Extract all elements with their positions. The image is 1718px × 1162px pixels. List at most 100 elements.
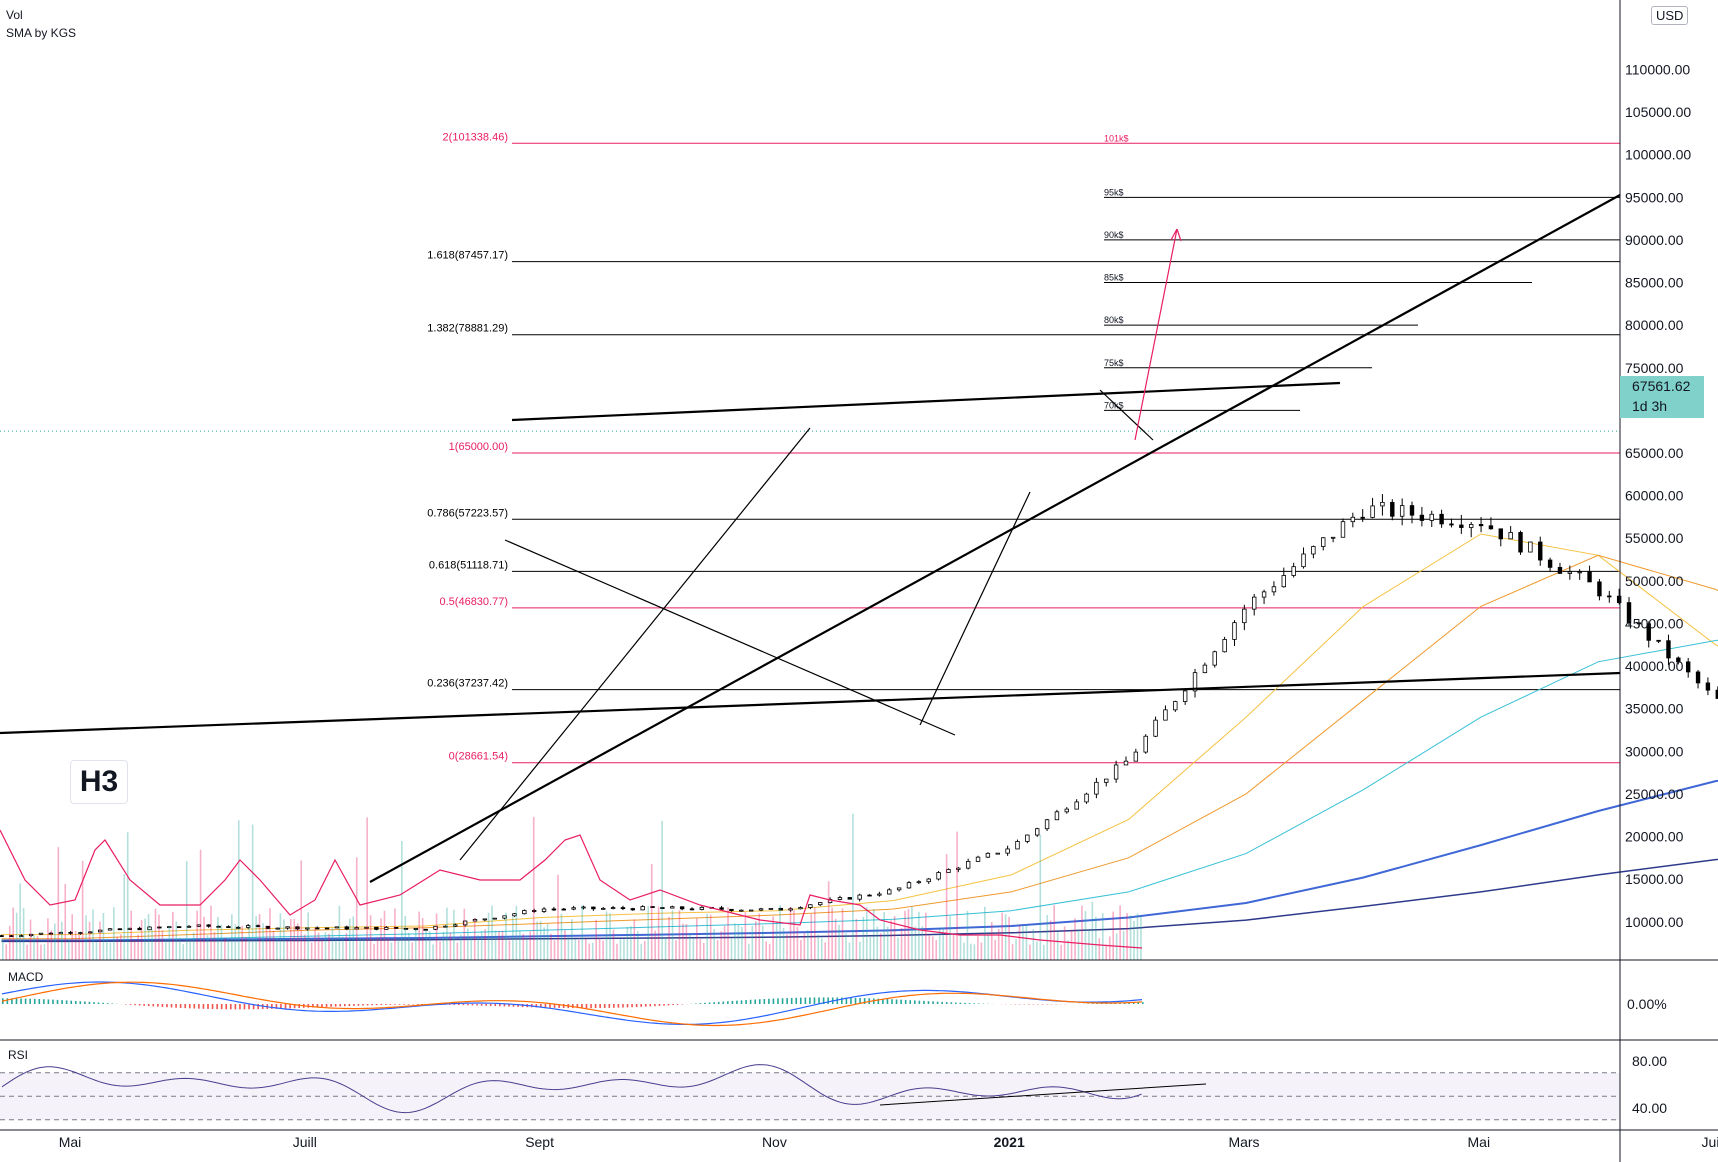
volume-bar xyxy=(22,907,25,960)
price-tick-label: 105000.00 xyxy=(1625,104,1691,120)
macd-histogram-bar xyxy=(161,1004,164,1007)
macd-histogram-bar xyxy=(599,1004,601,1009)
volume-bar xyxy=(5,944,8,960)
volume-bar xyxy=(29,919,32,960)
volume-bar xyxy=(852,813,854,960)
volume-bar xyxy=(331,927,334,960)
candle-body xyxy=(1301,553,1306,568)
candle-body xyxy=(147,926,152,931)
macd-histogram-bar xyxy=(225,1004,228,1010)
volume-bar xyxy=(428,931,431,960)
volume-bar xyxy=(1084,911,1087,960)
volume-bar xyxy=(487,912,490,960)
macd-histogram-bar xyxy=(658,1004,661,1006)
volume-bar xyxy=(997,929,1000,960)
macd-histogram-bar xyxy=(476,1004,478,1006)
candle-body xyxy=(48,932,54,935)
volume-bar xyxy=(369,915,372,960)
macd-histogram-bar xyxy=(97,1002,100,1004)
volume-bar xyxy=(595,919,597,960)
macd-histogram-bar xyxy=(809,997,811,1004)
volume-indicator-label: Vol xyxy=(6,8,23,22)
volume-bar xyxy=(414,927,417,960)
volume-bar xyxy=(1001,912,1003,960)
macd-histogram-bar xyxy=(106,1003,109,1004)
macd-histogram-bar xyxy=(289,1004,291,1009)
volume-bar xyxy=(512,916,514,960)
volume-bar xyxy=(283,919,285,960)
macd-histogram-bar xyxy=(138,1004,141,1006)
macd-histogram-bar xyxy=(508,1004,510,1007)
macd-histogram-bar xyxy=(640,1004,642,1007)
macd-histogram-bar xyxy=(385,1004,387,1005)
macd-histogram-bar xyxy=(216,1004,218,1010)
volume-bar xyxy=(449,932,452,960)
volume-bar xyxy=(359,937,362,960)
candle-body xyxy=(975,856,981,862)
candle-body xyxy=(167,926,172,929)
volume-bar xyxy=(1091,901,1094,960)
price-tick-label: 40000.00 xyxy=(1625,658,1684,674)
volume-bar xyxy=(1074,918,1076,960)
candle-body xyxy=(38,932,44,935)
macd-histogram-bar xyxy=(471,1004,474,1006)
volume-bar xyxy=(734,923,736,960)
volume-bar xyxy=(682,923,684,960)
time-tick-label: Mai xyxy=(1468,1134,1491,1150)
volume-bar xyxy=(1022,926,1024,960)
candle-body xyxy=(1222,639,1227,653)
macd-histogram-bar xyxy=(485,1004,487,1006)
candle-body xyxy=(818,902,823,906)
volume-bar xyxy=(668,917,670,960)
volume-bar xyxy=(1119,905,1121,960)
macd-histogram-bar xyxy=(398,1004,401,1005)
candle-body xyxy=(936,872,941,880)
fib-level-label: 0.618(51118.71) xyxy=(429,559,508,571)
candle-body xyxy=(433,925,438,930)
macd-histogram-bar xyxy=(763,999,766,1004)
macd-histogram-bar xyxy=(480,1004,483,1006)
volume-bar xyxy=(560,913,563,960)
volume-bar xyxy=(501,930,504,960)
candle-body xyxy=(1429,513,1434,521)
price-tick-label: 25000.00 xyxy=(1625,786,1684,802)
macd-histogram-bar xyxy=(1137,1002,1140,1004)
volume-bar xyxy=(1025,924,1028,960)
volume-bar xyxy=(210,905,212,960)
volume-bar xyxy=(647,906,650,960)
volume-bar xyxy=(862,916,865,960)
candle-body xyxy=(1498,528,1503,540)
macd-histogram-bar xyxy=(772,998,775,1004)
macd-histogram-bar xyxy=(749,999,752,1004)
macd-histogram-bar xyxy=(891,999,893,1004)
macd-histogram-bar xyxy=(84,1001,86,1004)
macd-histogram-bar xyxy=(494,1004,497,1007)
volume-bar xyxy=(1081,905,1083,960)
currency-badge[interactable]: USD xyxy=(1651,6,1689,25)
candle-body xyxy=(1646,623,1651,641)
macd-histogram-bar xyxy=(886,999,889,1004)
price-tick-label: 10000.00 xyxy=(1625,914,1684,930)
macd-histogram-bar xyxy=(535,1004,538,1008)
pattern-label-h3: H3 xyxy=(70,760,128,804)
candle-body xyxy=(1054,811,1060,821)
volume-bar xyxy=(85,915,87,960)
candle-body xyxy=(1567,571,1573,574)
volume-bar xyxy=(977,936,979,960)
macd-histogram-bar xyxy=(15,998,18,1004)
macd-histogram-bar xyxy=(56,999,59,1004)
volume-bar xyxy=(231,914,233,960)
candle-body xyxy=(1350,516,1356,523)
candle-body xyxy=(798,907,803,910)
candle-body xyxy=(1163,709,1168,721)
volume-bar xyxy=(158,914,160,960)
volume-bar xyxy=(1101,913,1104,960)
volume-bar xyxy=(119,934,122,960)
macd-histogram-bar xyxy=(33,998,36,1004)
candle-body xyxy=(364,926,369,929)
volume-bar xyxy=(1067,940,1069,960)
macd-histogram-bar xyxy=(644,1004,647,1007)
candle-body xyxy=(1015,841,1020,850)
macd-histogram-bar xyxy=(950,1002,953,1004)
volume-bar xyxy=(751,925,754,960)
